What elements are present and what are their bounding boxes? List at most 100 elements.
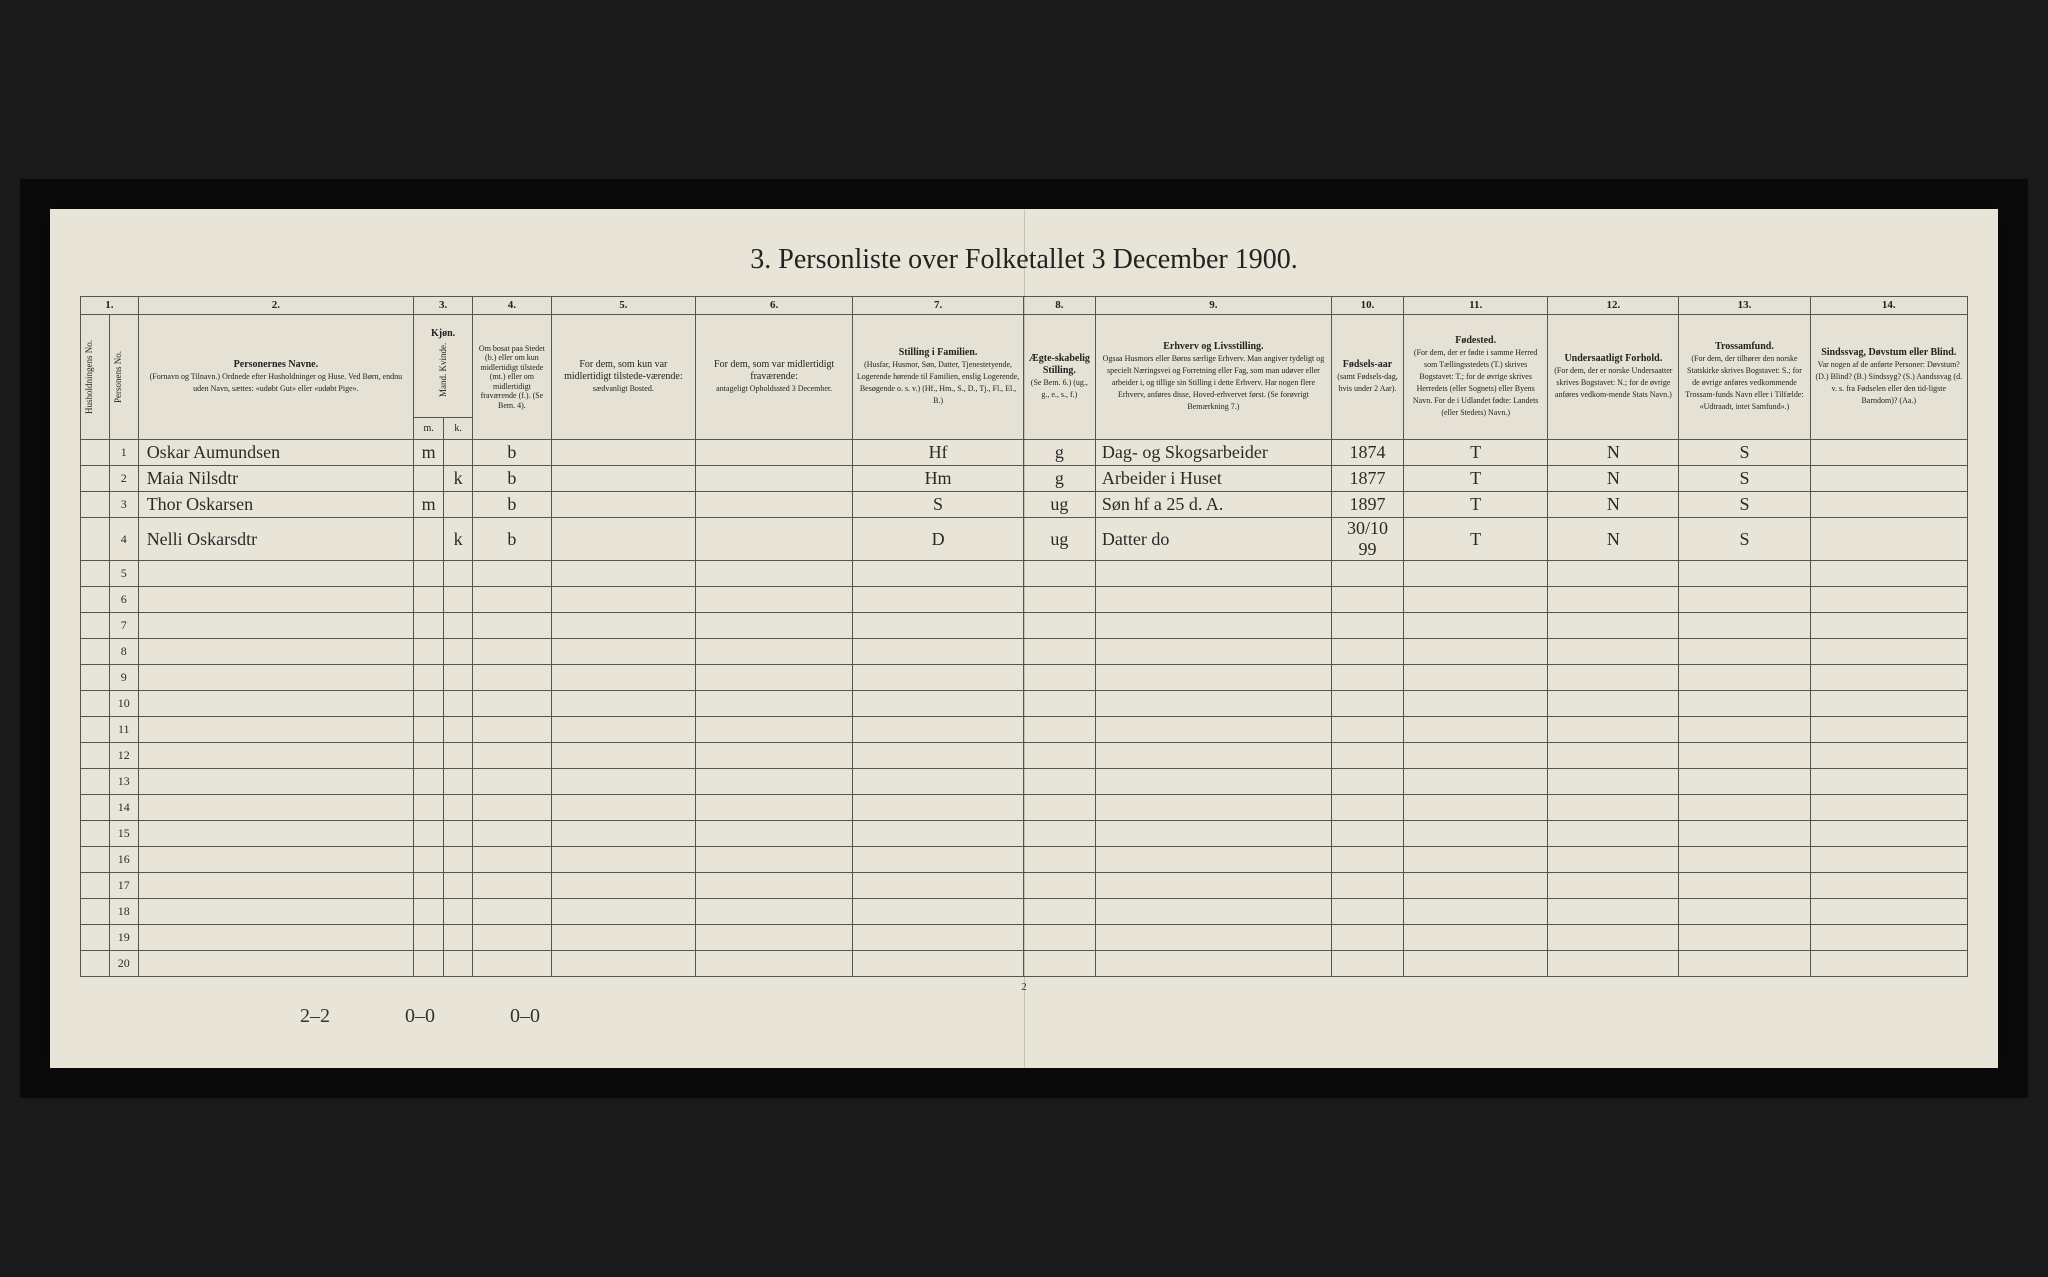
footer-note-1: 2–2 (300, 1005, 330, 1027)
header-11: Fødested. (For dem, der er fødte i samme… (1404, 315, 1548, 440)
empty-cell (1095, 795, 1331, 821)
header-14: Sindssvag, Døvstum eller Blind. Var noge… (1810, 315, 1967, 440)
empty-cell (1331, 561, 1403, 587)
birth-year: 1897 (1331, 492, 1403, 518)
table-row-empty: 11 (81, 717, 1968, 743)
empty-cell (551, 613, 695, 639)
empty-cell (1023, 769, 1095, 795)
empty-cell (1679, 925, 1810, 951)
empty-cell (444, 847, 473, 873)
marital-status: g (1023, 440, 1095, 466)
empty-cell (853, 899, 1023, 925)
empty-cell (551, 743, 695, 769)
footer-notes: 2–2 0–0 0–0 (80, 1005, 1968, 1028)
household-num (81, 795, 110, 821)
empty-cell (695, 587, 852, 613)
empty-cell (1548, 847, 1679, 873)
empty-cell (1095, 639, 1331, 665)
sex-m (414, 466, 444, 492)
empty-cell (853, 639, 1023, 665)
empty-cell (1331, 899, 1403, 925)
empty-cell (551, 951, 695, 977)
empty-cell (414, 795, 444, 821)
birthplace: T (1404, 492, 1548, 518)
table-row: 1 Oskar Aumundsen m b Hf g Dag- og Skogs… (81, 440, 1968, 466)
family-position: D (853, 518, 1023, 561)
empty-cell (1331, 925, 1403, 951)
empty-cell (1810, 561, 1967, 587)
empty-cell (1810, 665, 1967, 691)
empty-cell (414, 665, 444, 691)
empty-cell (414, 873, 444, 899)
empty-cell (1023, 613, 1095, 639)
table-row: 2 Maia Nilsdtr k b Hm g Arbeider i Huset… (81, 466, 1968, 492)
household-num (81, 492, 110, 518)
empty-cell (1331, 639, 1403, 665)
birthplace: T (1404, 518, 1548, 561)
empty-cell (444, 899, 473, 925)
empty-cell (853, 951, 1023, 977)
empty-cell (1404, 561, 1548, 587)
col-num-13: 13. (1679, 296, 1810, 314)
empty-cell (1810, 717, 1967, 743)
empty-cell (1679, 717, 1810, 743)
col5 (551, 492, 695, 518)
nationality: N (1548, 466, 1679, 492)
empty-cell (444, 795, 473, 821)
empty-cell (138, 821, 413, 847)
header-2-title: Personernes Navne. (234, 359, 318, 370)
empty-cell (473, 691, 552, 717)
empty-cell (853, 665, 1023, 691)
birth-year: 1874 (1331, 440, 1403, 466)
person-num: 5 (109, 561, 138, 587)
person-name: Maia Nilsdtr (138, 466, 413, 492)
occupation: Arbeider i Huset (1095, 466, 1331, 492)
empty-cell (551, 561, 695, 587)
empty-cell (1679, 873, 1810, 899)
empty-cell (444, 743, 473, 769)
empty-cell (1023, 873, 1095, 899)
person-num: 6 (109, 587, 138, 613)
empty-cell (1548, 951, 1679, 977)
marital-status: ug (1023, 492, 1095, 518)
residence: b (473, 518, 552, 561)
empty-cell (1548, 743, 1679, 769)
col-num-4: 4. (473, 296, 552, 314)
occupation: Søn hf a 25 d. A. (1095, 492, 1331, 518)
empty-cell (853, 873, 1023, 899)
col5 (551, 466, 695, 492)
empty-cell (473, 561, 552, 587)
empty-cell (1548, 561, 1679, 587)
empty-cell (1095, 821, 1331, 847)
col-num-12: 12. (1548, 296, 1679, 314)
empty-cell (414, 691, 444, 717)
empty-cell (1679, 769, 1810, 795)
empty-cell (1331, 613, 1403, 639)
household-num (81, 691, 110, 717)
empty-cell (473, 925, 552, 951)
empty-cell (1810, 639, 1967, 665)
header-1a: Husholdningens No. (84, 317, 95, 437)
sex-m: m (414, 440, 444, 466)
sex-k (444, 440, 473, 466)
birthplace: T (1404, 466, 1548, 492)
person-num: 2 (109, 466, 138, 492)
faith: S (1679, 466, 1810, 492)
empty-cell (1679, 951, 1810, 977)
residence: b (473, 466, 552, 492)
empty-cell (414, 717, 444, 743)
col-num-3: 3. (414, 296, 473, 314)
household-num (81, 717, 110, 743)
household-num (81, 847, 110, 873)
empty-cell (695, 847, 852, 873)
header-5: For dem, som kun var midlertidigt tilste… (551, 315, 695, 440)
empty-cell (1095, 847, 1331, 873)
household-num (81, 639, 110, 665)
empty-cell (1404, 821, 1548, 847)
empty-cell (551, 691, 695, 717)
empty-cell (444, 769, 473, 795)
empty-cell (473, 613, 552, 639)
empty-cell (1331, 847, 1403, 873)
empty-cell (695, 769, 852, 795)
empty-cell (414, 639, 444, 665)
